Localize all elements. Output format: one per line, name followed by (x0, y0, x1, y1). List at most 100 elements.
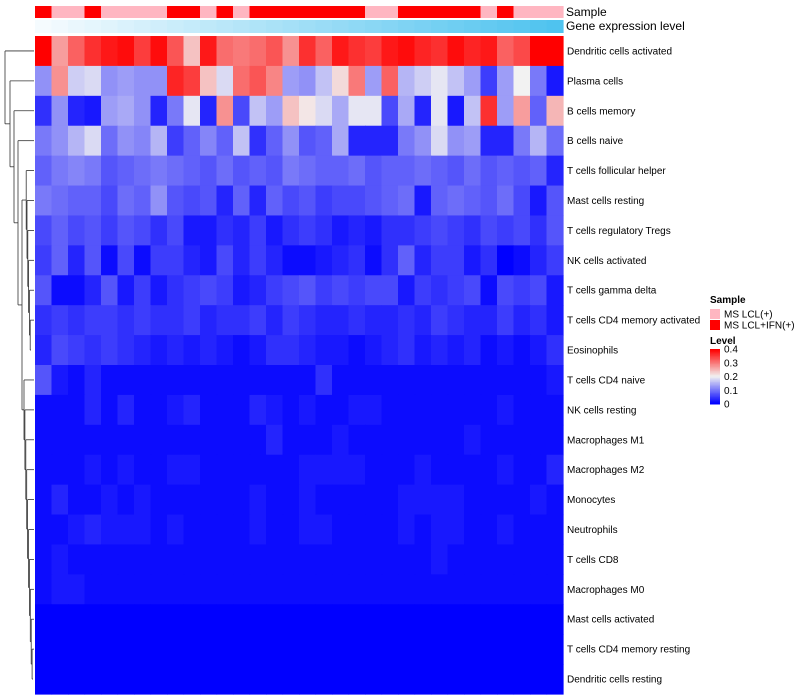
heatmap-cell (150, 305, 168, 336)
heatmap-cell (249, 664, 267, 695)
heatmap-cell (282, 65, 300, 97)
heatmap-cell (381, 544, 399, 575)
heatmap-cell (167, 215, 185, 246)
sample-anno-cell (513, 6, 531, 18)
heatmap-cell (513, 185, 531, 217)
row-label: Dendritic cells activated (567, 46, 672, 57)
heatmap-cell (150, 604, 168, 635)
sample-anno-cell (249, 6, 267, 18)
heatmap-cell (414, 155, 432, 187)
heatmap-cell (117, 335, 135, 366)
heatmap-cell (200, 544, 218, 575)
heatmap-cell (315, 664, 333, 695)
heatmap-cell (35, 574, 53, 605)
sample-anno-cell (480, 6, 498, 18)
level-scale-step (710, 383, 720, 386)
heatmap-cell (398, 185, 416, 217)
heatmap-cell (35, 454, 53, 486)
heatmap-cell (414, 544, 432, 575)
level-scale-step (710, 384, 720, 387)
heatmap-cell (282, 215, 300, 246)
heatmap-cell (431, 36, 449, 67)
heatmap-cell (431, 424, 449, 456)
heatmap-cell (51, 394, 69, 426)
sample-anno-cell (134, 6, 152, 18)
heatmap-cell (398, 514, 416, 546)
heatmap-cell (117, 65, 135, 97)
heatmap-cell (414, 574, 432, 605)
heatmap-cell (530, 514, 548, 546)
heatmap-cell (68, 424, 86, 456)
heatmap-cell (84, 245, 102, 276)
heatmap-cell (51, 335, 69, 366)
heatmap-cell (431, 215, 449, 246)
heatmap-cell (117, 155, 135, 187)
heatmap-cell (365, 155, 383, 187)
heatmap-cell (84, 484, 102, 516)
heatmap-cell (381, 185, 399, 217)
heatmap-cell (84, 36, 102, 67)
heatmap-cell (381, 245, 399, 276)
heatmap-cell (249, 424, 267, 456)
heatmap-cell (365, 65, 383, 97)
heatmap-cell (117, 245, 135, 276)
heatmap-cell (183, 424, 201, 456)
heatmap-cell (150, 544, 168, 575)
heatmap-cell (134, 335, 152, 366)
heatmap-cell (117, 544, 135, 575)
heatmap-cell (546, 514, 564, 546)
heatmap-cell (117, 574, 135, 605)
heatmap-cell (464, 454, 482, 486)
heatmap-cell (530, 544, 548, 575)
heatmap-cell (530, 574, 548, 605)
heatmap-cell (266, 245, 284, 276)
heatmap-cell (101, 484, 119, 516)
heatmap-cell (480, 514, 498, 546)
heatmap-cell (35, 125, 53, 157)
level-scale-step (710, 362, 720, 365)
gene-anno-cell (398, 20, 416, 33)
heatmap-cell (546, 215, 564, 246)
level-scale-step (710, 377, 720, 380)
heatmap-cell (315, 215, 333, 246)
heatmap-cell (249, 245, 267, 276)
heatmap-cell (233, 634, 251, 665)
heatmap-cell (266, 484, 284, 516)
heatmap-cell (150, 335, 168, 366)
row-label: Monocytes (567, 495, 615, 506)
heatmap-cell (266, 335, 284, 366)
heatmap-cell (183, 125, 201, 157)
heatmap-cell (530, 36, 548, 67)
heatmap-cell (497, 604, 515, 635)
heatmap-cell (480, 394, 498, 426)
heatmap-cell (480, 604, 498, 635)
gene-anno-cell (513, 20, 531, 33)
heatmap-cell (315, 484, 333, 516)
heatmap-cell (513, 155, 531, 187)
gene-anno-cell (150, 20, 168, 33)
heatmap-cell (101, 544, 119, 575)
heatmap-cell (35, 544, 53, 575)
heatmap-cell (348, 424, 366, 456)
heatmap-cell (200, 514, 218, 546)
heatmap-cell (530, 365, 548, 396)
heatmap-cell (299, 365, 317, 396)
heatmap-cell (480, 664, 498, 695)
heatmap-cell (200, 125, 218, 157)
level-tick-label: 0.1 (724, 386, 738, 397)
heatmap-cell (134, 65, 152, 97)
heatmap-cell (68, 544, 86, 575)
heatmap-cell (381, 424, 399, 456)
heatmap-cell (365, 95, 383, 127)
heatmap-cell (101, 365, 119, 396)
level-scale-step (710, 358, 720, 361)
heatmap-cell (200, 185, 218, 217)
heatmap-cell (200, 394, 218, 426)
heatmap-cell (134, 454, 152, 486)
gene-anno-cell (101, 20, 119, 33)
heatmap-cell (447, 574, 465, 605)
heatmap-cell (216, 484, 234, 516)
heatmap-cell (530, 634, 548, 665)
heatmap-cell (381, 215, 399, 246)
